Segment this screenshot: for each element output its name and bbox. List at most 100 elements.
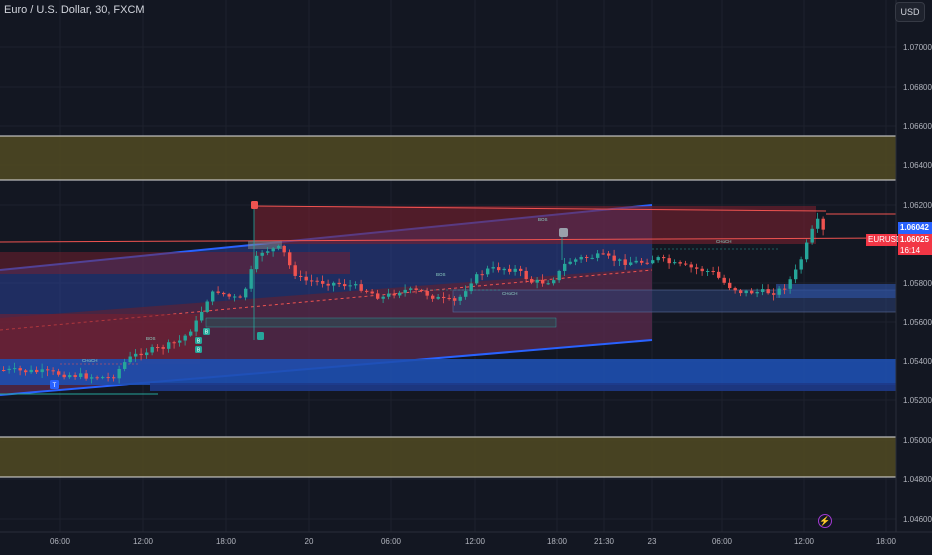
candle-body <box>2 370 6 371</box>
bear-zone-top <box>254 206 816 244</box>
symbol-tag: EURUSD <box>866 234 902 246</box>
candle-body <box>326 283 330 286</box>
marker-b2[interactable]: B <box>195 337 202 345</box>
candle-body <box>62 374 66 378</box>
candle-body <box>469 283 473 292</box>
marker-b3[interactable]: B <box>195 346 202 354</box>
demand-zone <box>0 359 896 385</box>
candle-body <box>139 353 143 356</box>
candle-body <box>227 294 231 297</box>
candle-body <box>552 280 556 284</box>
candle-body <box>73 375 77 377</box>
candle-body <box>596 253 600 258</box>
candle-body <box>585 256 589 258</box>
candle-body <box>662 257 666 259</box>
candle-body <box>816 218 820 229</box>
marker-gray[interactable] <box>559 228 568 237</box>
marker-b1[interactable]: B <box>203 328 210 336</box>
time-tick-label: 23 <box>648 537 657 546</box>
symbol-title[interactable]: Euro / U.S. Dollar, 30, FXCM <box>4 4 145 16</box>
candle-body <box>750 290 754 294</box>
candle-body <box>761 289 765 292</box>
candle-body <box>112 377 116 379</box>
supply-zone-bottom <box>0 437 896 477</box>
choch-label-left: CHoCH <box>82 358 98 363</box>
candle-body <box>282 245 286 253</box>
candle-body <box>304 276 308 281</box>
marker-green-low[interactable] <box>257 332 264 340</box>
marker-t[interactable]: T <box>50 380 59 389</box>
candle-body <box>150 347 154 353</box>
lightning-icon[interactable]: ⚡ <box>818 514 832 528</box>
candle-body <box>722 277 726 283</box>
candle-body <box>29 369 33 373</box>
candle-body <box>629 262 633 265</box>
candle-body <box>431 295 435 299</box>
candle-body <box>794 269 798 280</box>
candle-body <box>739 290 743 294</box>
candle-body <box>398 292 402 296</box>
candle-body <box>436 296 440 299</box>
time-tick-label: 20 <box>305 537 314 546</box>
choch-label-mid: CHoCH <box>502 291 518 296</box>
candle-body <box>233 296 237 298</box>
price-tick-label: 1.04600 <box>903 515 932 524</box>
red-level-line <box>0 237 897 243</box>
candle-body <box>332 282 336 286</box>
candle-body <box>13 368 17 370</box>
candle-body <box>200 311 204 321</box>
candle-body <box>491 267 495 269</box>
candle-body <box>447 298 451 300</box>
candle-body <box>728 282 732 289</box>
candle-body <box>486 268 490 275</box>
time-tick-label: 12:00 <box>794 537 815 546</box>
bear-zone-left <box>0 252 350 274</box>
candle-body <box>24 370 28 373</box>
candle-body <box>634 260 638 263</box>
marker-red-top[interactable] <box>251 201 258 209</box>
time-tick-label: 21:30 <box>594 537 615 546</box>
candle-body <box>211 291 215 302</box>
candle-body <box>755 291 759 294</box>
candle-body <box>409 288 413 290</box>
candle-body <box>618 259 622 261</box>
candle-body <box>315 280 319 282</box>
candle-body <box>178 340 182 343</box>
candle-body <box>623 259 627 265</box>
candle-body <box>145 352 149 356</box>
price-tick-label: 1.05000 <box>903 436 932 445</box>
candle-body <box>821 218 825 230</box>
candle-body <box>123 362 127 369</box>
candle-body <box>645 262 649 264</box>
candle-body <box>172 342 176 344</box>
candle-body <box>299 275 303 277</box>
candle-body <box>376 293 380 299</box>
candle-body <box>117 368 121 379</box>
candle-body <box>46 369 50 371</box>
candle-body <box>57 371 61 375</box>
candle-body <box>601 253 605 255</box>
currency-button[interactable]: USD <box>895 2 925 22</box>
candle-body <box>238 296 242 298</box>
candle-body <box>563 263 567 271</box>
price-tick-label: 1.05400 <box>903 357 932 366</box>
bos-label-mid: BOS <box>436 272 446 277</box>
candle-body <box>359 284 363 291</box>
candle-body <box>354 284 358 286</box>
candle-body <box>656 257 660 261</box>
candle-body <box>700 268 704 272</box>
candle-body <box>95 377 99 379</box>
candle-body <box>90 377 94 379</box>
candle-body <box>711 270 715 272</box>
price-tick-label: 1.06800 <box>903 83 932 92</box>
time-tick-label: 06:00 <box>712 537 733 546</box>
candle-body <box>414 288 418 290</box>
price-ticks: 1.07000 1.06800 1.06600 1.06400 1.06200 1.058… <box>903 43 932 524</box>
candle-body <box>134 353 138 357</box>
time-tick-label: 12:00 <box>133 537 154 546</box>
candle-body <box>343 284 347 287</box>
candle-body <box>673 262 677 264</box>
candle-body <box>365 290 369 292</box>
